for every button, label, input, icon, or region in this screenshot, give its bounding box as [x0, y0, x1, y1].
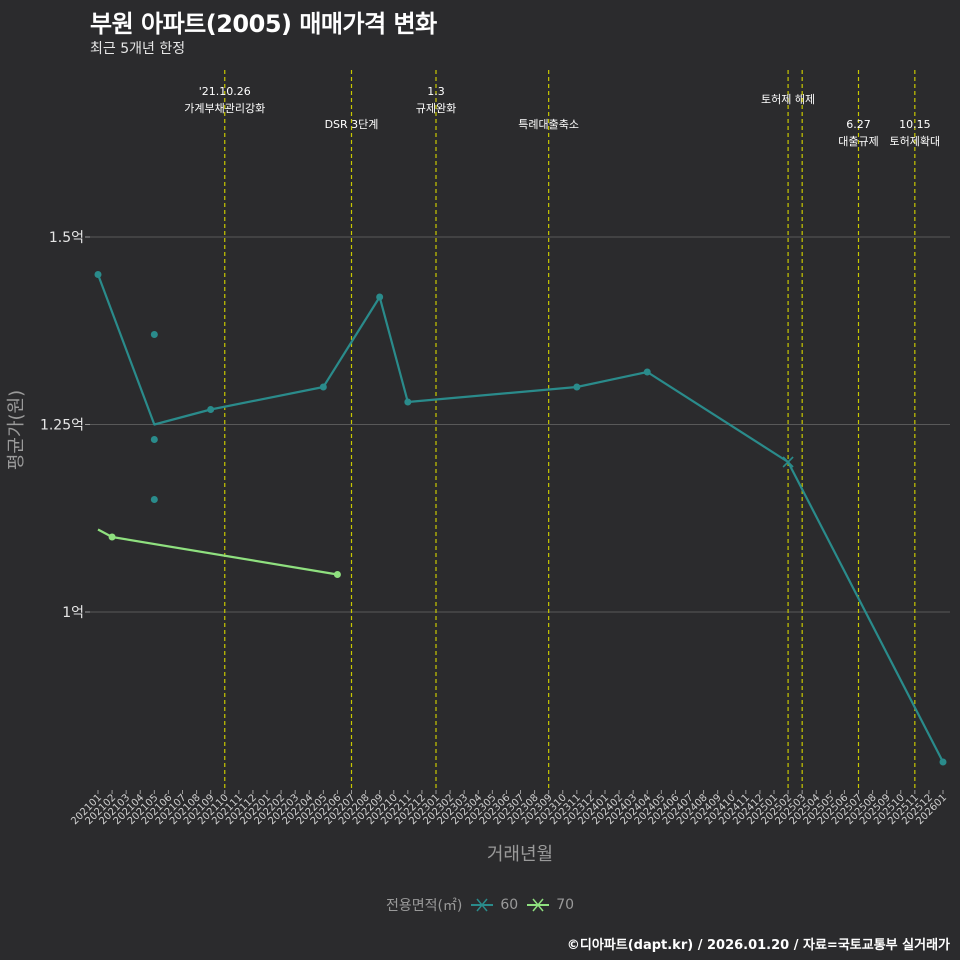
series-60-point: [150, 496, 158, 503]
series-60-point: [94, 271, 102, 278]
event-label: 1.3: [427, 85, 445, 98]
series-70-point: [333, 571, 341, 578]
series-70-point: [108, 533, 116, 541]
legend-title: 전용면적(㎡): [385, 898, 463, 914]
legend-key-70-icon: [527, 898, 550, 912]
series-60-point: [643, 368, 651, 376]
event-label: 특례대출축소: [518, 118, 579, 131]
legend: 전용면적(㎡) 60 70: [0, 895, 960, 915]
event-label: 규제완화: [416, 102, 456, 115]
legend-key-60-icon: [471, 898, 494, 912]
event-label: 토허제 해제: [761, 92, 815, 106]
legend-label-60: 60: [500, 897, 519, 913]
y-tick-label: 1.25억: [40, 418, 84, 434]
series-60-cross-b: [782, 456, 794, 468]
series-60-point: [939, 758, 947, 766]
series-60-point: [150, 331, 158, 338]
series-60-point: [319, 383, 327, 391]
chart-subtitle: 최근 5개년 한정: [90, 41, 186, 57]
series-70-line: [97, 528, 338, 576]
event-label: 6.27: [846, 118, 871, 131]
event-label: 10.15: [899, 118, 931, 131]
event-label: 토허제확대: [890, 135, 941, 148]
y-tick-label: 1.5억: [49, 230, 84, 246]
series-60-point: [150, 436, 158, 443]
event-label: DSR 3단계: [325, 118, 379, 131]
series-60-point: [404, 398, 412, 406]
event-label: '21.10.26: [199, 85, 251, 98]
source-caption: ©디아파트(dapt.kr) / 2026.01.20 / 자료=국토교통부 실…: [566, 938, 950, 953]
series-layer: [94, 271, 947, 766]
y-axis-title: 평균가(원): [6, 390, 27, 470]
y-tick-label: 1억: [62, 605, 84, 621]
grid-layer: [90, 236, 950, 613]
series-60-point: [573, 383, 581, 391]
legend-label-70: 70: [556, 897, 575, 913]
x-axis-title: 거래년월: [487, 844, 553, 865]
event-label: 가계부채관리강화: [184, 102, 265, 115]
chart-title: 부원 아파트(2005) 매매가격 변화: [90, 10, 437, 38]
series-60-point: [376, 293, 384, 301]
series-60-line: [96, 274, 944, 763]
event-label: 대출규제: [838, 135, 878, 148]
series-60-point: [207, 406, 215, 413]
axis-layer: 1억1.25억1.5억평균가(원)20210120210220210320210…: [6, 230, 949, 865]
legend-item-60: 60: [470, 895, 518, 915]
legend-item-70: 70: [526, 895, 574, 915]
